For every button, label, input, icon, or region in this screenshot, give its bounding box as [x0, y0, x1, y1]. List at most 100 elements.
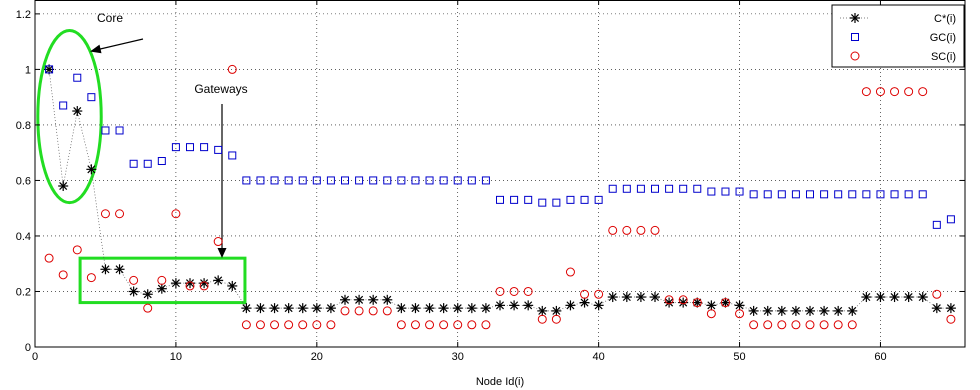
series-gci-point — [791, 190, 800, 199]
series-sci-point — [453, 320, 463, 330]
legend-marker-sci — [850, 51, 860, 61]
series-gci-point — [481, 176, 490, 185]
legend-marker-gci — [851, 33, 859, 41]
series-gci-point — [411, 176, 420, 185]
series-gci-point — [735, 187, 744, 196]
series-gci-point — [496, 195, 504, 204]
series-gci-point — [510, 195, 519, 204]
series-gci-point — [87, 93, 96, 102]
x-tick-label: 20 — [311, 351, 323, 363]
series-ci-point — [523, 300, 534, 311]
series-sci-point — [890, 87, 900, 97]
series-sci-point — [791, 320, 801, 330]
series-sci-point — [495, 286, 505, 296]
series-sci-point — [918, 87, 928, 97]
series-gci-point — [171, 143, 180, 152]
y-tick-label: 0 — [25, 342, 31, 354]
series-sci-point — [833, 320, 843, 330]
series-ci — [44, 64, 956, 316]
series-ci-point — [706, 300, 717, 311]
series-ci-point — [537, 305, 548, 316]
series-gci-point — [143, 159, 152, 168]
series-gci-point — [439, 176, 448, 185]
series-ci-point — [762, 305, 773, 316]
series-gci-point — [214, 145, 223, 154]
series-gci-point — [129, 159, 138, 168]
series-gci-point — [467, 176, 476, 185]
series-sci-point — [382, 306, 392, 316]
series-gci-point — [425, 176, 434, 185]
series-sci-point — [410, 320, 420, 330]
series-ci-point — [692, 297, 703, 308]
series-ci-point — [199, 278, 210, 289]
tick-layer: 0 10 20 30 40 50 60 0 0.2 0.4 0.6 0.8 1 1.2 — [16, 0, 965, 363]
series-ci-point — [58, 180, 69, 191]
series-gci-point — [665, 184, 674, 193]
series-ci-point — [227, 280, 238, 291]
series-ci-point — [269, 303, 280, 314]
series-sci-point — [396, 320, 406, 330]
series-gci-point — [242, 176, 251, 185]
series-gci-point — [453, 176, 462, 185]
series-gci-point — [256, 176, 265, 185]
series-gci-point — [270, 176, 279, 185]
series-ci-point — [213, 275, 224, 286]
core-arrow-head — [90, 44, 102, 54]
series-sci — [44, 64, 956, 330]
series-ci-point — [509, 300, 520, 311]
series-gci-point — [608, 184, 617, 193]
series-gci-point — [679, 184, 688, 193]
series-sci-point — [551, 314, 561, 324]
series-sci-point — [354, 306, 364, 316]
series-sci-point — [326, 320, 336, 330]
series-sci-point — [199, 281, 209, 291]
series-gci-point — [566, 195, 575, 204]
series-gci-point — [622, 184, 631, 193]
series-sci-point — [467, 320, 477, 330]
series-ci-point — [579, 297, 590, 308]
x-tick-label: 50 — [733, 351, 745, 363]
series-sci-point — [861, 87, 871, 97]
series-ci-point — [297, 303, 308, 314]
series-ci-line — [48, 69, 951, 312]
series-sci-point — [241, 320, 251, 330]
series-sci-point — [523, 286, 533, 296]
series-gci-point — [862, 190, 871, 199]
series-gci-point — [73, 73, 82, 82]
series-sci-point — [580, 289, 590, 299]
series-ci-point — [945, 303, 956, 314]
series-ci-point — [438, 303, 449, 314]
series-gci-point — [932, 220, 941, 229]
series-sci-point — [157, 275, 167, 285]
series-ci-point — [452, 303, 463, 314]
series-sci-point — [185, 281, 195, 291]
series-ci-point — [86, 164, 97, 175]
series-sci-point — [608, 225, 618, 235]
series-sci-point — [763, 320, 773, 330]
series-gci-point — [636, 184, 645, 193]
y-tick-label: 0.8 — [16, 120, 31, 132]
series-gci-point — [777, 190, 786, 199]
series-ci-point — [241, 303, 252, 314]
series-sci-point — [904, 87, 914, 97]
series-gci-point — [538, 198, 547, 207]
series-ci-point — [889, 292, 900, 303]
series-sci-point — [749, 320, 759, 330]
series-sci-point — [86, 273, 96, 283]
series-sci-point — [622, 225, 632, 235]
series-gci-point — [298, 176, 307, 185]
annotation-layer: Core Gateways — [36, 11, 248, 305]
series-gci-point — [946, 215, 955, 224]
series-sci-point — [692, 298, 702, 308]
x-axis-title: Node Id(i) — [476, 376, 524, 388]
series-gci-point — [326, 176, 335, 185]
series-gci-point — [693, 184, 702, 193]
series-ci-point — [776, 305, 787, 316]
x-tick-label: 40 — [593, 351, 605, 363]
series-sci-point — [847, 320, 857, 330]
series-ci-point — [734, 300, 745, 311]
series-ci-point — [931, 303, 942, 314]
series-sci-point — [481, 320, 491, 330]
x-tick-label: 60 — [874, 351, 886, 363]
series-gci-point — [918, 190, 927, 199]
